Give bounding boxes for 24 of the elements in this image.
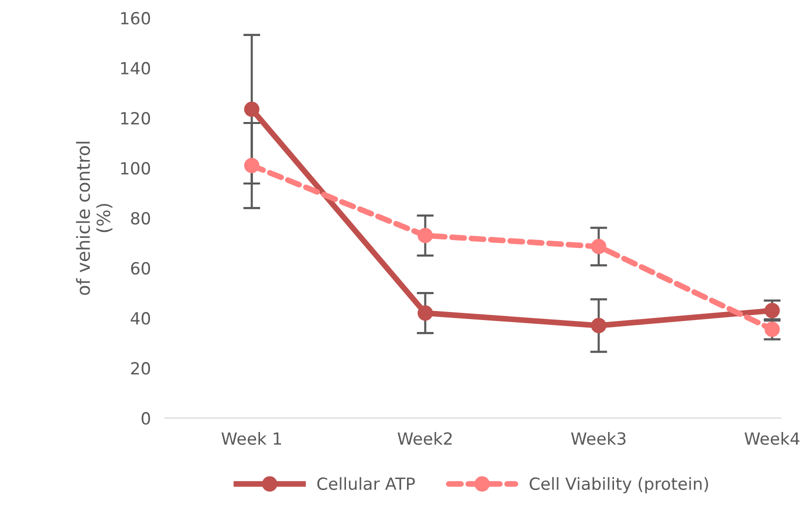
point	[418, 228, 433, 244]
point	[244, 158, 260, 174]
y-tick-label: 80	[131, 212, 150, 225]
x-tick-label: Week3	[571, 432, 626, 445]
point	[591, 238, 606, 254]
point	[764, 302, 780, 318]
x-tick-label: Week 1	[222, 432, 281, 445]
point	[764, 322, 780, 337]
point	[591, 318, 606, 334]
y-axis-title: of vehicle control (%)	[76, 142, 112, 295]
x-tick-label: Week4	[744, 432, 800, 445]
y-tick-label: 140	[121, 62, 150, 75]
y-tick-label: 100	[121, 162, 150, 175]
point	[244, 102, 260, 117]
legend-label: Cell Viability (protein)	[530, 477, 708, 494]
y-tick-label: 120	[121, 112, 150, 125]
point	[418, 305, 433, 321]
legend-label: Cellular ATP	[317, 477, 415, 490]
y-tick-label: 40	[130, 312, 150, 325]
y-tick-label: 20	[131, 362, 150, 375]
y-tick-label: 160	[121, 12, 150, 25]
y-tick-label: 60	[131, 262, 150, 275]
y-tick-label: 0	[142, 412, 150, 425]
x-tick-label: Week2	[398, 432, 452, 445]
